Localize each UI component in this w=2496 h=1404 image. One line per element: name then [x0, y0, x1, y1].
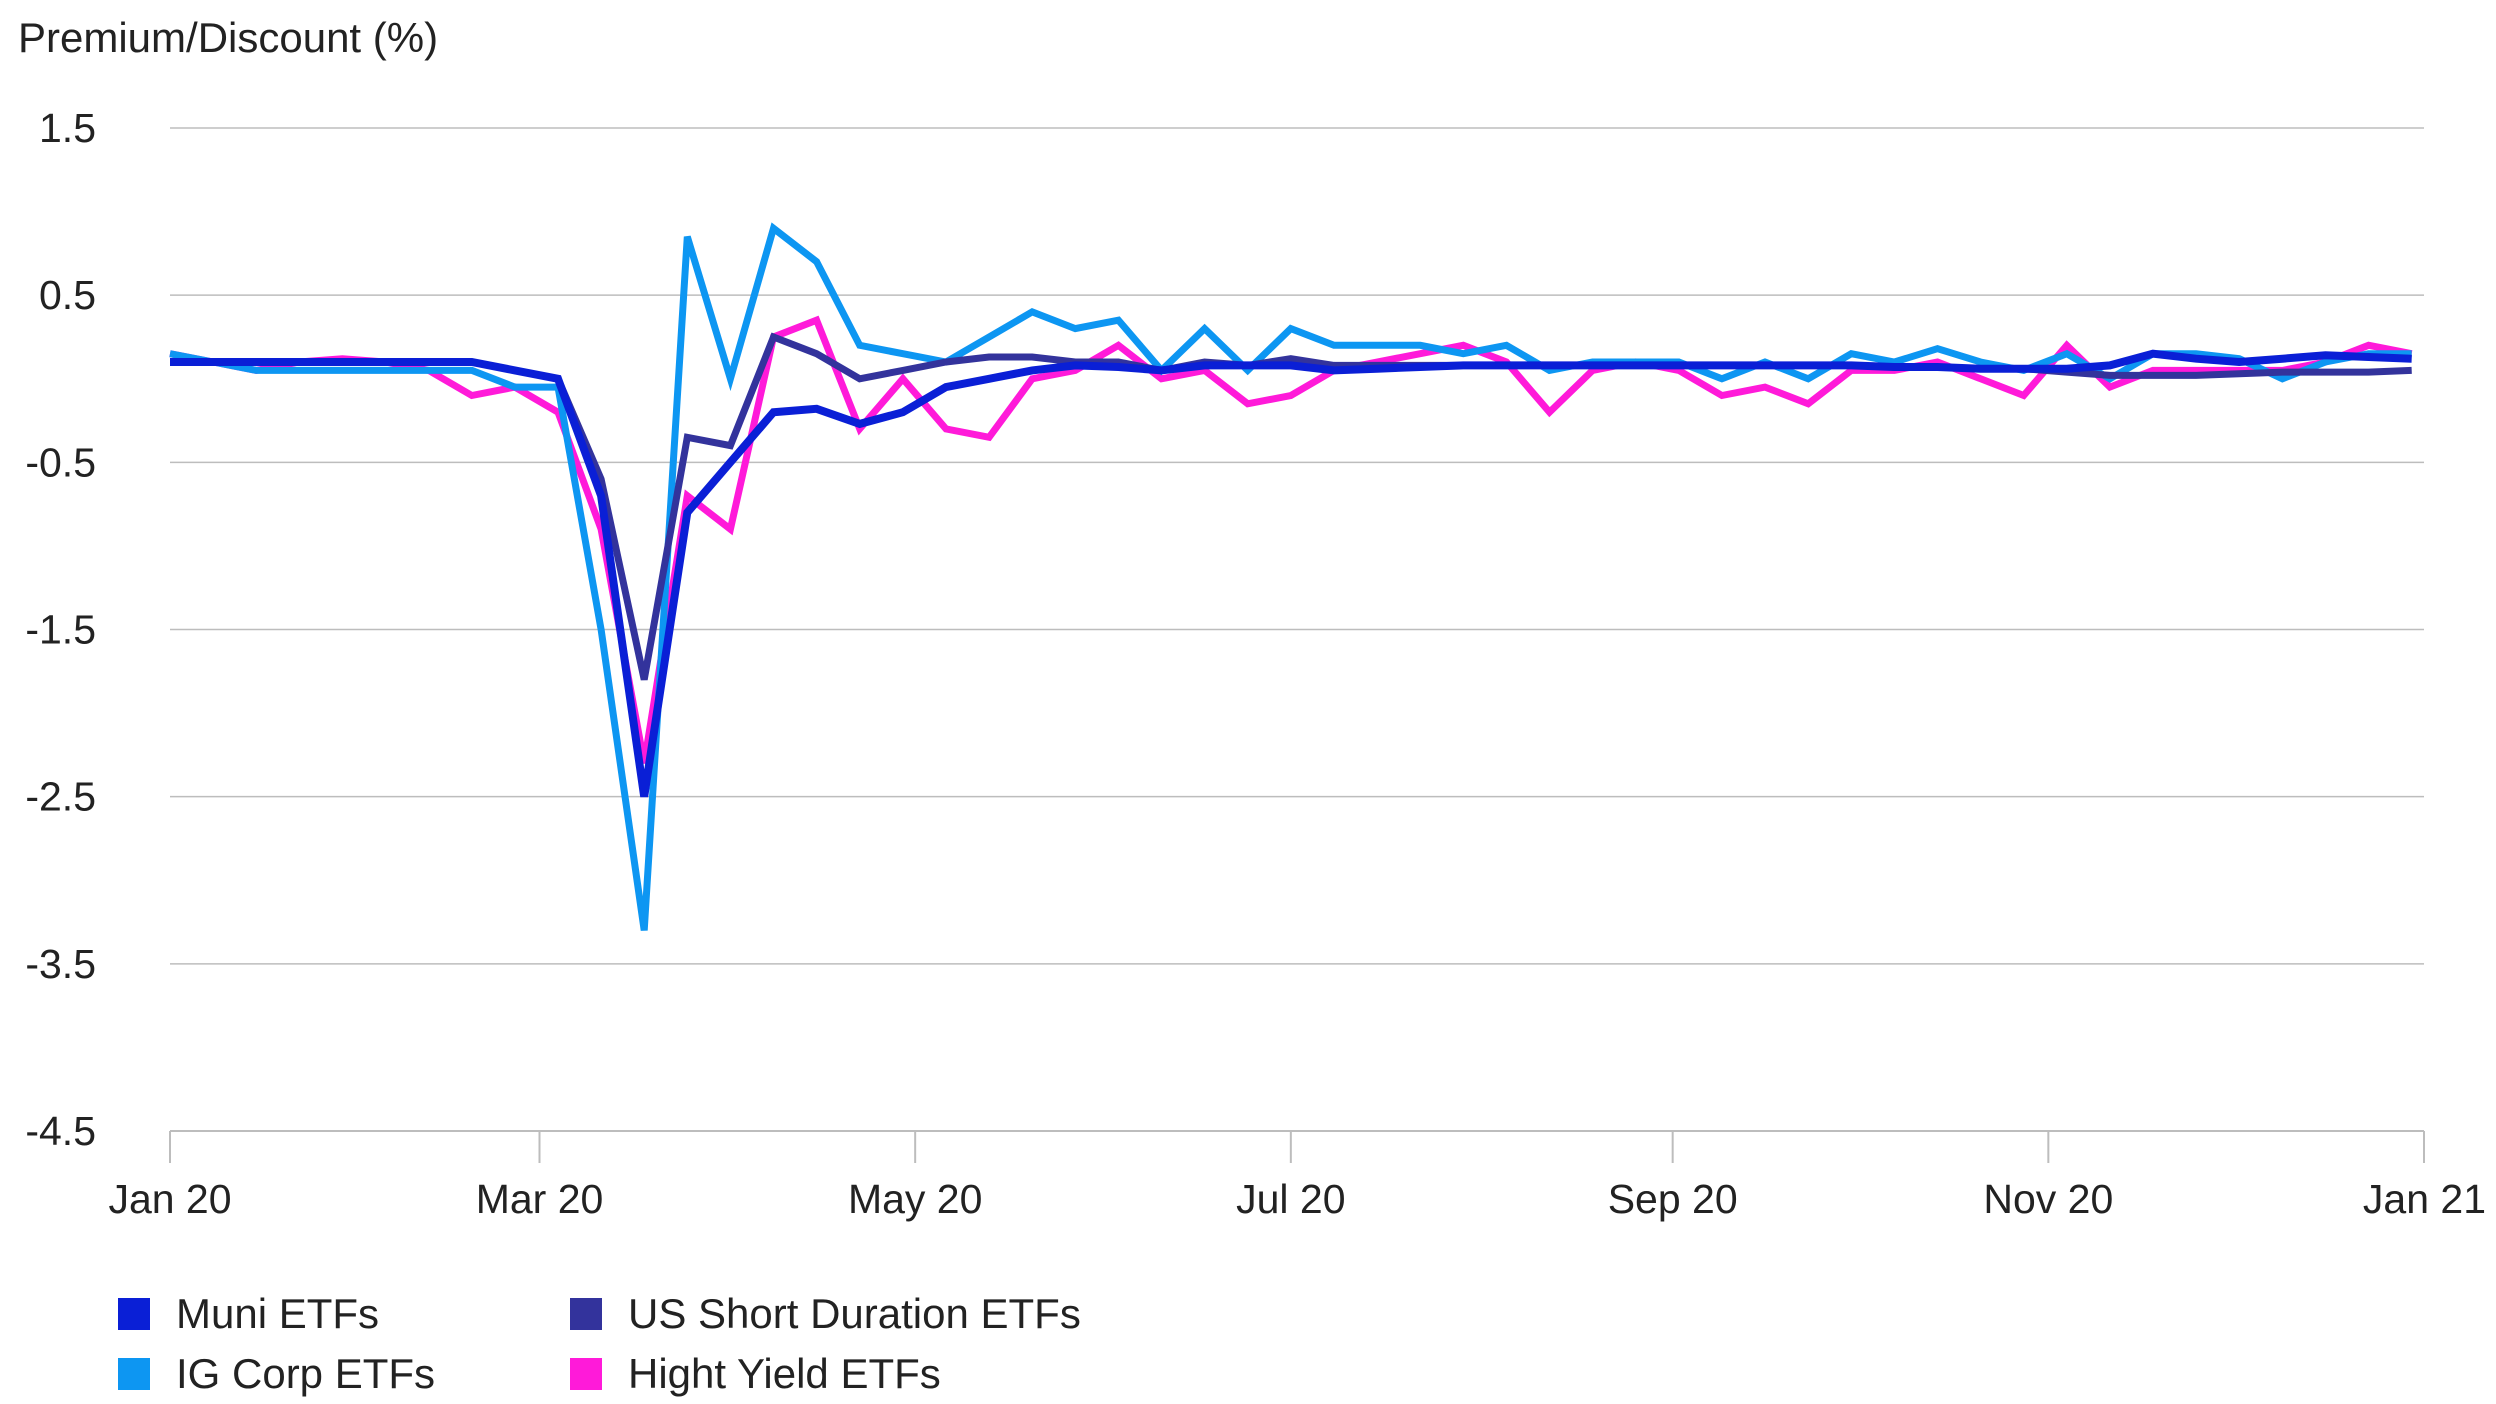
y-tick-label: -0.5 — [25, 439, 96, 485]
x-tick-label: May 20 — [848, 1176, 982, 1222]
x-tick-label: Jan 20 — [108, 1176, 231, 1222]
series-line-muni-etfs — [170, 349, 2412, 798]
y-tick-label: -4.5 — [25, 1108, 96, 1154]
y-tick-label: -3.5 — [25, 941, 96, 987]
grid-lines — [170, 127, 2424, 1132]
y-axis-label: Premium/Discount (%) — [18, 14, 439, 61]
y-tick-label: -1.5 — [25, 607, 96, 653]
series-line-hight-yield-etfs — [169, 315, 2413, 764]
x-tick-label: Jul 20 — [1236, 1176, 1345, 1222]
y-tick-label: -2.5 — [25, 774, 96, 820]
y-tick-label: 0.5 — [39, 272, 96, 318]
series-line-ig-corp-etfs — [169, 222, 2412, 931]
x-tick-label: Nov 20 — [1983, 1176, 2113, 1222]
x-axis: Jan 20 Mar 20 May 20 Jul 20 Sep 20 Nov 20 Jan … — [108, 1130, 2486, 1222]
y-tick-label: 1.5 — [39, 105, 96, 151]
series-lines — [169, 222, 2413, 931]
x-tick-label: Mar 20 — [476, 1176, 604, 1222]
x-tick-label: Sep 20 — [1608, 1176, 1738, 1222]
x-tick-label: Jan 21 — [2363, 1176, 2486, 1222]
y-axis-ticks: 1.5 0.5 -0.5 -1.5 -2.5 -3.5 -4.5 — [25, 105, 96, 1154]
